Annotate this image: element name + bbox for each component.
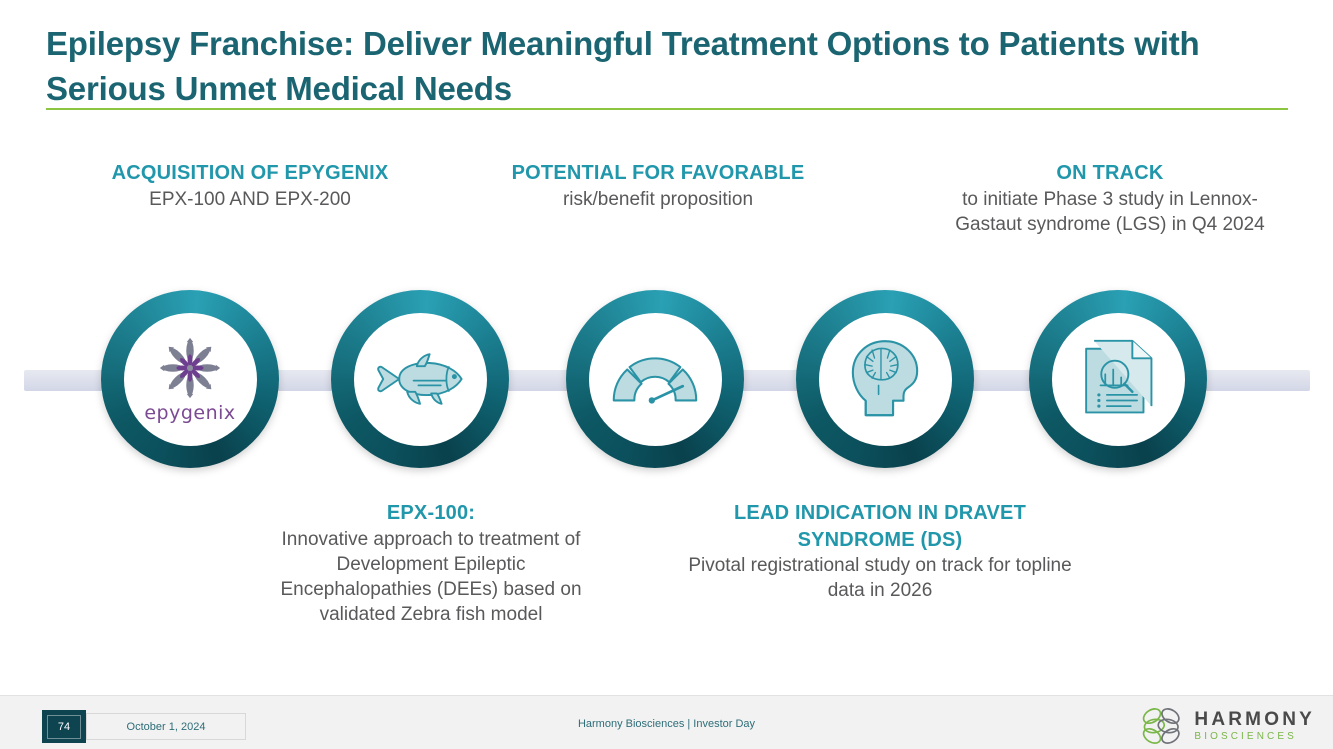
node-study-report[interactable]	[1029, 290, 1207, 468]
node-zebrafish-inner	[353, 312, 487, 446]
page-title: Epilepsy Franchise: Deliver Meaningful T…	[46, 25, 1200, 107]
harmony-knot-icon	[1143, 708, 1181, 744]
callout-risk-benefit: POTENTIAL FOR FAVORABLE risk/benefit pro…	[505, 160, 811, 212]
callout-acquisition-heading: ACQUISITION OF EPYGENIX	[111, 162, 389, 184]
node-epygenix-inner: epygenix	[123, 312, 257, 446]
page-number-tab: 74	[42, 710, 86, 743]
node-study-report-inner	[1051, 312, 1185, 446]
harmony-brand-sub: BIOSCIENCES	[1194, 731, 1297, 742]
callout-on-track: ON TRACK to initiate Phase 3 study in Le…	[940, 160, 1280, 237]
harmony-wordmark: HARMONY BIOSCIENCES	[1194, 710, 1315, 742]
callout-on-track-body: to initiate Phase 3 study in Lennox-Gast…	[955, 188, 1265, 235]
harmony-logo: HARMONY BIOSCIENCES	[1139, 706, 1315, 746]
epygenix-logo-icon: epygenix	[144, 335, 235, 424]
callout-epx-100-body: Innovative approach to treatment of Deve…	[280, 528, 582, 626]
node-gauge[interactable]	[566, 290, 744, 468]
fish-icon	[377, 353, 463, 405]
node-gauge-inner	[588, 312, 722, 446]
footer-date: October 1, 2024	[86, 713, 246, 740]
page-number: 74	[47, 714, 81, 739]
harmony-brand-name: HARMONY	[1194, 709, 1315, 730]
callout-acquisition-body: EPX-100 AND EPX-200	[149, 188, 351, 210]
epygenix-burst-icon	[159, 337, 221, 398]
node-brain-head-inner	[818, 312, 952, 446]
document-chart-magnifier-icon	[1085, 339, 1153, 414]
callout-dravet-body: Pivotal registrational study on track fo…	[688, 555, 1072, 602]
epygenix-wordmark: epygenix	[144, 401, 236, 424]
callout-epx-100-heading: EPX-100:	[386, 502, 476, 524]
node-zebrafish[interactable]	[331, 290, 509, 468]
node-brain-head[interactable]	[796, 290, 974, 468]
gauge-icon	[612, 357, 698, 404]
callout-epx-100: EPX-100: Innovative approach to treatmen…	[266, 500, 596, 628]
title-block: Epilepsy Franchise: Deliver Meaningful T…	[46, 22, 1206, 112]
callout-risk-benefit-body: risk/benefit proposition	[562, 188, 754, 210]
callout-on-track-heading: ON TRACK	[1056, 162, 1164, 184]
node-epygenix[interactable]: epygenix	[101, 290, 279, 468]
callout-dravet: LEAD INDICATION IN DRAVET SYNDROME (DS) …	[678, 500, 1082, 604]
title-underline-rule	[46, 108, 1288, 110]
callout-acquisition: ACQUISITION OF EPYGENIX EPX-100 AND EPX-…	[62, 160, 438, 212]
footer-center-text: Harmony Biosciences | Investor Day	[577, 718, 756, 730]
brain-head-icon	[851, 340, 919, 417]
callout-dravet-heading: LEAD INDICATION IN DRAVET SYNDROME (DS)	[733, 502, 1027, 551]
callout-risk-benefit-heading: POTENTIAL FOR FAVORABLE	[511, 162, 805, 184]
